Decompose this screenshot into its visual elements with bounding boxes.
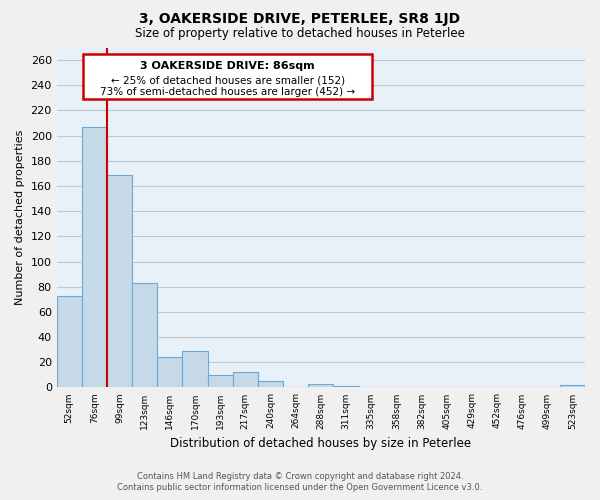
Text: ← 25% of detached houses are smaller (152): ← 25% of detached houses are smaller (15…: [110, 75, 345, 85]
Bar: [208, 375, 233, 388]
Text: 3, OAKERSIDE DRIVE, PETERLEE, SR8 1JD: 3, OAKERSIDE DRIVE, PETERLEE, SR8 1JD: [139, 12, 461, 26]
FancyBboxPatch shape: [83, 54, 373, 99]
Bar: [308, 384, 334, 388]
Bar: [560, 385, 585, 388]
Y-axis label: Number of detached properties: Number of detached properties: [15, 130, 25, 305]
Text: 3 OAKERSIDE DRIVE: 86sqm: 3 OAKERSIDE DRIVE: 86sqm: [140, 62, 315, 72]
Bar: [157, 357, 182, 388]
X-axis label: Distribution of detached houses by size in Peterlee: Distribution of detached houses by size …: [170, 437, 472, 450]
Bar: [258, 381, 283, 388]
Bar: [334, 386, 359, 388]
Bar: [56, 296, 82, 388]
Text: Contains HM Land Registry data © Crown copyright and database right 2024.: Contains HM Land Registry data © Crown c…: [137, 472, 463, 481]
Bar: [107, 174, 132, 388]
Text: Contains public sector information licensed under the Open Government Licence v3: Contains public sector information licen…: [118, 484, 482, 492]
Bar: [82, 127, 107, 388]
Bar: [132, 283, 157, 388]
Bar: [233, 372, 258, 388]
Text: Size of property relative to detached houses in Peterlee: Size of property relative to detached ho…: [135, 28, 465, 40]
Text: 73% of semi-detached houses are larger (452) →: 73% of semi-detached houses are larger (…: [100, 86, 355, 97]
Bar: [182, 351, 208, 388]
